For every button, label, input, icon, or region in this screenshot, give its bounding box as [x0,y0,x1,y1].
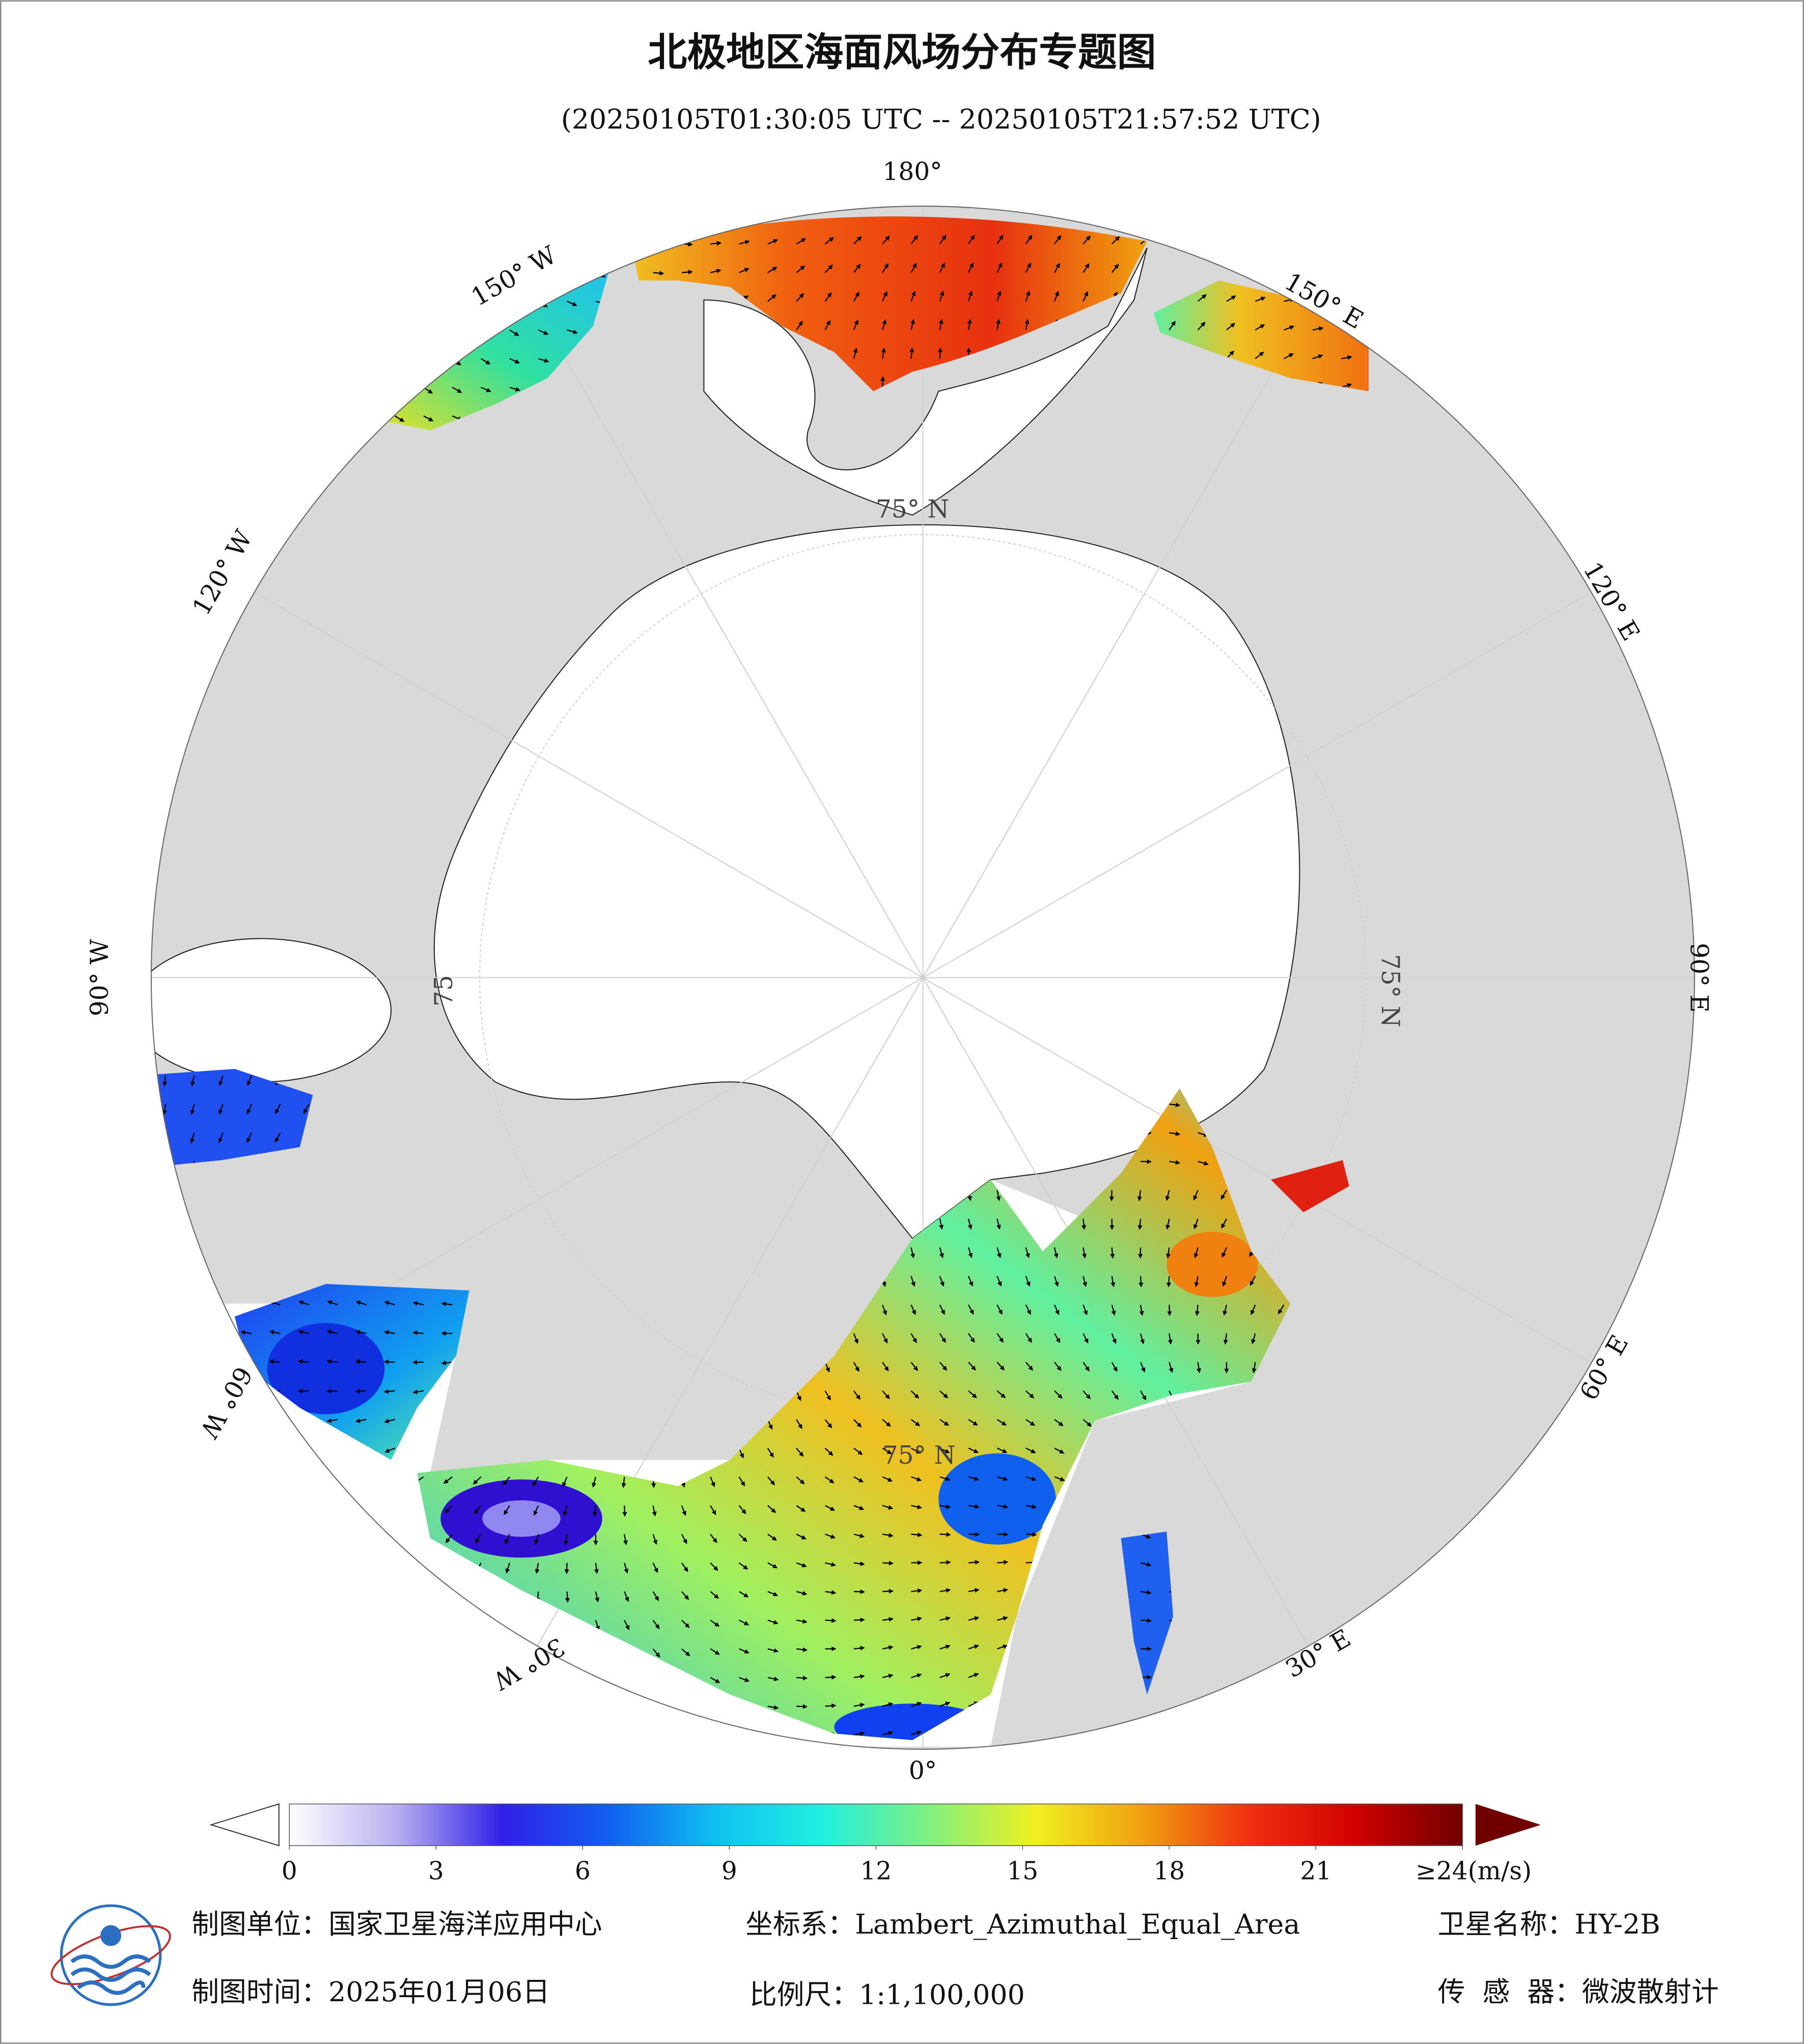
footer-coordinate-system: 坐标系：Lambert_Azimuthal_Equal_Area [745,1908,1300,1940]
lon-label: 60° W [194,1362,257,1443]
footer-unit: 制图单位：国家卫星海洋应用中心 [191,1908,602,1940]
colorbar: 0 3 6 9 12 15 18 21 ≥24(m/s) [209,1803,1541,1886]
lon-label: 0° [909,1757,937,1785]
colorbar-tick-label: 21 [1300,1857,1331,1886]
latitude-labels: 75° N 75° N 75 75° N [430,495,1404,1470]
colorbar-tick-label: 0 [282,1857,297,1886]
colorbar-over-triangle [1475,1804,1541,1846]
lat-label: 75° N [882,1441,956,1470]
colorbar-tick-label: 9 [721,1857,737,1886]
hudson-bay [151,938,392,1083]
colorbar-under-triangle [209,1803,280,1846]
footer-scale: 比例尺：1:1,100,000 [750,1978,1025,2010]
footer-sensor: 传 感 器：微波散射计 [1438,1976,1719,2008]
lat-label: 75° N [876,495,949,523]
footer-date: 制图时间：2025年01月06日 [191,1976,550,2008]
map-title: 北极地区海面风场分布专题图 [648,30,1156,75]
colorbar-tick-label: ≥24(m/s) [1416,1857,1532,1886]
lon-label: 150° W [466,241,561,312]
bering-sea [703,247,1148,516]
lon-label: 90° W [86,939,114,1017]
map-frame [150,205,1695,1750]
graticule [151,206,1695,1749]
colorbar-tick-label: 15 [1007,1857,1038,1886]
lat-label: 75 [430,975,458,1006]
colorbar-scale [289,1803,1463,1846]
map-subtitle: (20250105T01:30:05 UTC -- 20250105T21:57… [561,103,1321,135]
map-disk [151,206,1695,1749]
colorbar-tick-label: 6 [575,1857,591,1886]
footer-satellite: 卫星名称：HY-2B [1438,1908,1660,1940]
logo [50,1904,171,2006]
lon-label: 180° [882,157,942,186]
colorbar-tick-label: 18 [1153,1857,1185,1886]
lat-label: 75° N [1376,954,1404,1027]
colorbar-tick-label: 12 [860,1857,892,1886]
footer: 制图单位：国家卫星海洋应用中心 坐标系：Lambert_Azimuthal_Eq… [191,1908,1718,2010]
lon-label: 90° E [1685,943,1713,1013]
colorbar-tick-label: 3 [428,1857,444,1886]
